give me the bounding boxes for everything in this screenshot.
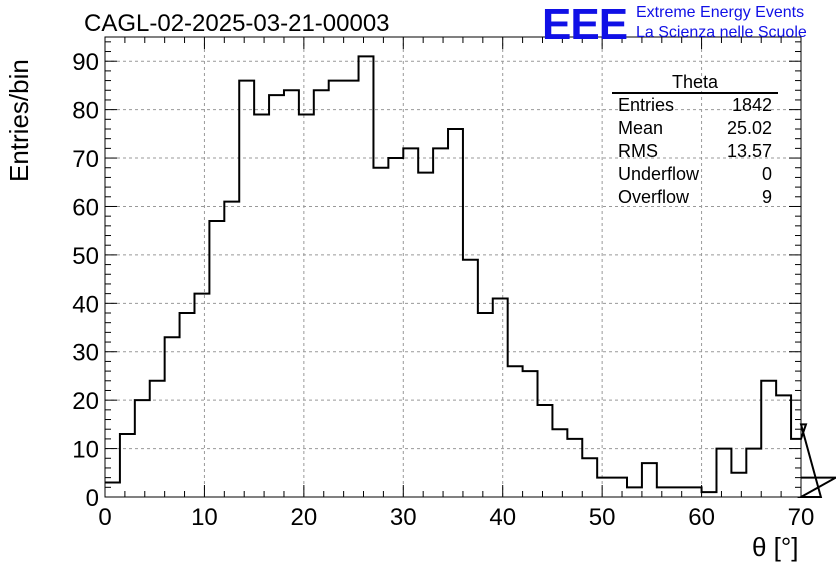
- histogram-bin: [105, 482, 120, 497]
- histogram-bin: [508, 366, 523, 497]
- y-tick-label: 70: [72, 146, 99, 173]
- stats-row-overflow: Overflow 9: [612, 186, 778, 209]
- y-tick-label: 80: [72, 98, 99, 125]
- y-tick-label: 40: [72, 291, 99, 318]
- histogram-bin: [224, 202, 239, 497]
- histogram-bin: [433, 148, 448, 497]
- histogram-bin: [254, 114, 269, 497]
- histogram-bin: [478, 313, 493, 497]
- stats-value: 25.02: [726, 118, 772, 138]
- x-tick-label: 30: [390, 504, 417, 531]
- histogram-bin: [731, 473, 746, 497]
- histogram-bin: [493, 298, 508, 497]
- histogram-bin: [329, 81, 344, 497]
- histogram-bin: [418, 173, 433, 497]
- histogram-bin: [627, 487, 642, 497]
- x-tick-label: 10: [191, 504, 218, 531]
- x-tick-label: 20: [291, 504, 318, 531]
- histogram-bin: [299, 114, 314, 497]
- histogram-bin: [523, 371, 538, 497]
- logo-caption-line1: Extreme Energy Events: [636, 4, 805, 21]
- y-tick-label: 10: [72, 437, 99, 464]
- histogram-bin: [612, 478, 627, 497]
- histogram-bin: [657, 487, 672, 497]
- x-tick-label: 50: [589, 504, 616, 531]
- x-tick-label: 40: [489, 504, 516, 531]
- histogram-bin: [702, 492, 717, 497]
- stats-value: 13.57: [726, 141, 772, 161]
- histogram-bin: [642, 463, 657, 497]
- histogram-bin: [165, 337, 180, 497]
- histogram-bin: [582, 458, 597, 497]
- stats-value: 0: [761, 164, 772, 184]
- logo-caption: Extreme Energy Events La Scienza nelle S…: [636, 3, 807, 43]
- histogram-bin: [388, 158, 403, 497]
- histogram-bin: [373, 168, 388, 497]
- stats-label: Mean: [618, 118, 664, 138]
- y-tick-label: 50: [72, 243, 99, 270]
- x-tick-label: 60: [688, 504, 715, 531]
- logo-caption-line2: La Scienza nelle Scuole: [636, 24, 807, 41]
- stats-label: RMS: [618, 141, 658, 161]
- histogram-bin: [463, 260, 478, 497]
- y-tick-label: 30: [72, 340, 99, 367]
- histogram-bin: [552, 429, 567, 497]
- stats-row-entries: Entries 1842: [612, 94, 778, 117]
- histogram-bin: [359, 56, 374, 497]
- stats-row-rms: RMS 13.57: [612, 140, 778, 163]
- y-tick-label: 0: [86, 485, 99, 512]
- histogram-bin: [791, 439, 801, 497]
- x-axis-label: θ [°]: [752, 532, 799, 562]
- histogram-bin: [120, 434, 135, 497]
- histogram-bin: [672, 487, 687, 497]
- stats-label: Entries: [618, 95, 675, 115]
- histogram-bin: [448, 129, 463, 497]
- histogram-bin: [746, 449, 761, 497]
- stats-label: Overflow: [618, 187, 690, 207]
- histogram-bin: [344, 81, 359, 497]
- histogram-bin: [269, 95, 284, 497]
- histogram-bin: [597, 478, 612, 497]
- histogram-bin: [403, 148, 418, 497]
- histogram-bin: [538, 405, 553, 497]
- histogram-bin: [716, 449, 731, 497]
- stats-row-mean: Mean 25.02: [612, 117, 778, 140]
- plot-frame: [104, 36, 802, 498]
- stats-value: 9: [761, 187, 772, 207]
- x-tick-label: 70: [788, 504, 815, 531]
- histogram-bin: [687, 487, 702, 497]
- stats-label: Underflow: [618, 164, 700, 184]
- stats-row-underflow: Underflow 0: [612, 163, 778, 186]
- histogram-bin: [776, 395, 791, 497]
- histogram-bin: [239, 81, 254, 497]
- y-tick-label: 90: [72, 49, 99, 76]
- eee-logo: EEE: [542, 0, 628, 49]
- x-tick-label: 0: [98, 504, 111, 531]
- histogram-bin: [194, 294, 209, 497]
- stats-value: 1842: [731, 95, 772, 115]
- histogram-outline: [105, 55, 836, 498]
- y-tick-label: 60: [72, 194, 99, 221]
- histogram-bin: [150, 381, 165, 497]
- chart-title: CAGL-02-2025-03-21-00003: [84, 10, 390, 37]
- histogram-bin: [314, 90, 329, 497]
- y-tick-label: 20: [72, 388, 99, 415]
- histogram-bin: [180, 313, 195, 497]
- histogram-bin: [761, 381, 776, 497]
- histogram-bin: [209, 221, 224, 497]
- y-axis-label: Entries/bin: [4, 59, 34, 182]
- stats-box: Theta Entries 1842 Mean 25.02 RMS 13.57 …: [612, 72, 778, 209]
- histogram-bin: [284, 90, 299, 497]
- stats-title: Theta: [612, 72, 778, 94]
- histogram-bin: [567, 439, 582, 497]
- histogram-bin: [135, 400, 150, 497]
